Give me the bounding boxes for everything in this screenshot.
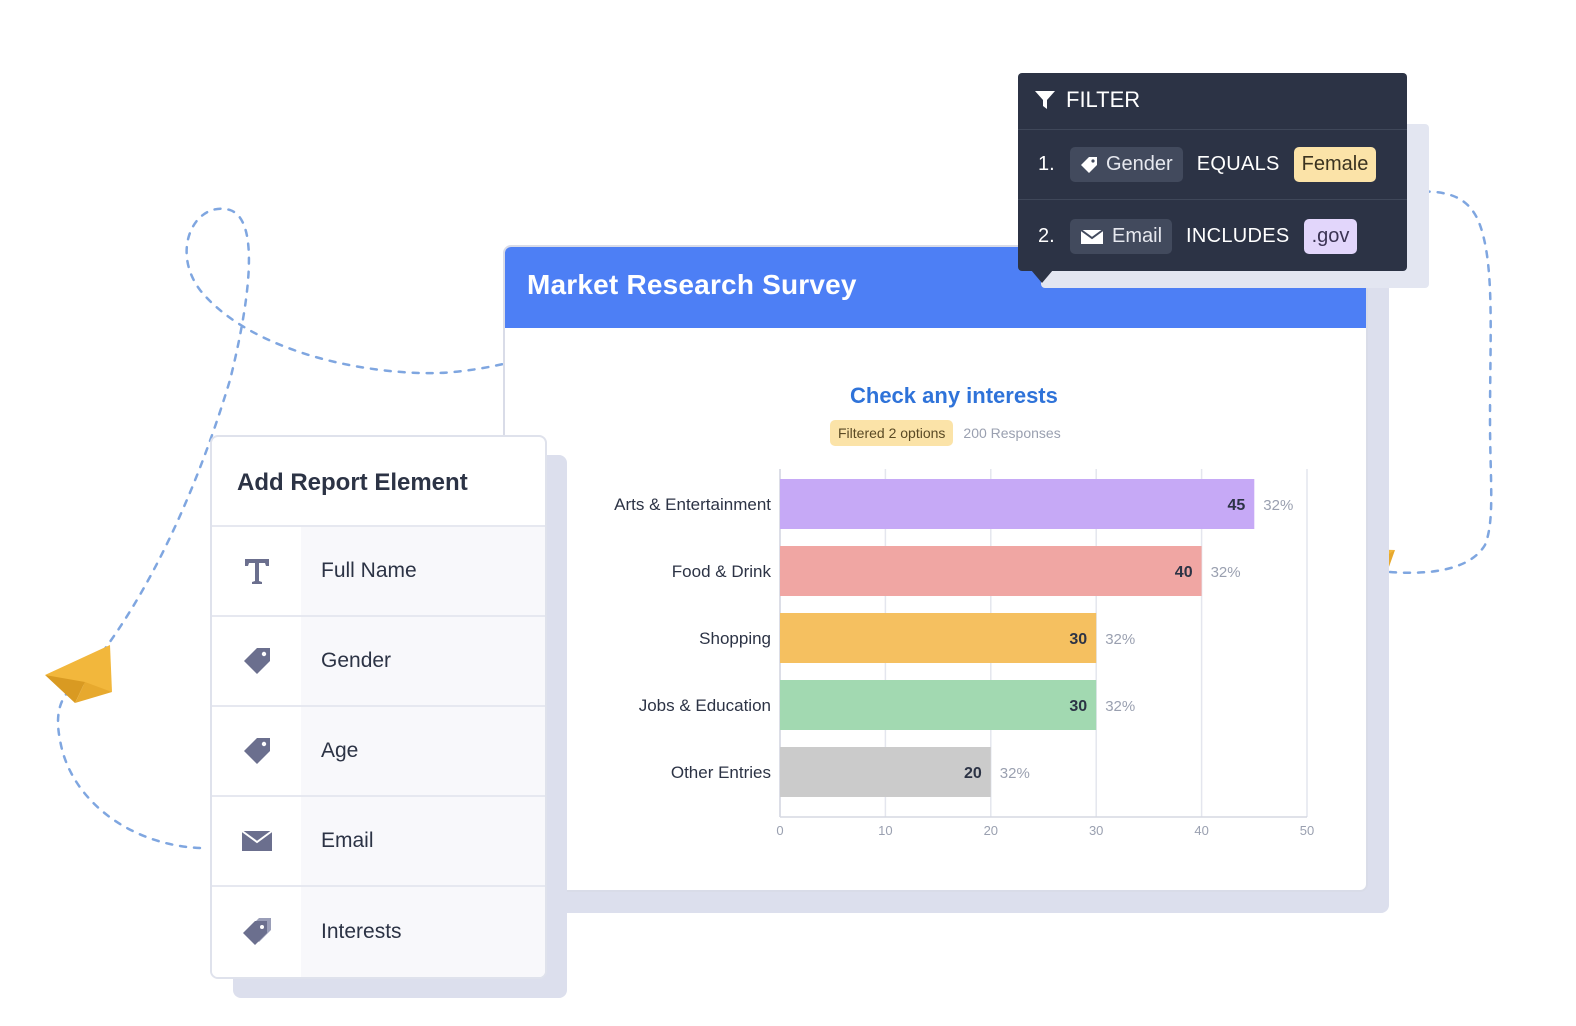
tag-icon: [1081, 156, 1097, 173]
filter-operator[interactable]: INCLUDES: [1186, 225, 1290, 247]
bar: [780, 680, 1097, 730]
x-tick-label: 0: [776, 823, 783, 838]
bar-percent-label: 32%: [1000, 765, 1030, 782]
filter-field-chip[interactable]: Email: [1070, 219, 1173, 254]
filter-panel: FILTER 1. Gender EQUALS Female 2. Email …: [1018, 73, 1407, 271]
filter-title: FILTER: [1066, 87, 1141, 112]
category-label: Food & Drink: [672, 562, 772, 581]
question-title: Check any interests: [850, 383, 1058, 408]
add-report-element-panel: Add Report Element Full Name Gender Age: [210, 435, 547, 979]
filter-field-chip[interactable]: Gender: [1070, 147, 1183, 182]
filter-value[interactable]: .gov: [1303, 219, 1358, 254]
category-label: Other Entries: [671, 763, 771, 782]
filtered-badge[interactable]: Filtered 2 options: [830, 420, 954, 446]
tag-icon: [243, 738, 270, 764]
filter-field-label: Email: [1112, 225, 1163, 247]
bar-value-label: 30: [1069, 631, 1087, 648]
bar: [780, 479, 1255, 529]
text-icon: [244, 559, 269, 584]
report-item-label: Full Name: [301, 527, 545, 615]
report-item-label: Email: [301, 797, 545, 885]
filter-value[interactable]: Female: [1293, 147, 1377, 182]
report-item-interests[interactable]: Interests: [212, 887, 545, 977]
filter-rule-index: 1.: [1038, 153, 1055, 175]
survey-card: Market Research Survey Check any interes…: [503, 245, 1368, 892]
bar-value-label: 45: [1228, 497, 1246, 514]
envelope-icon: [240, 830, 273, 851]
x-tick-label: 40: [1194, 823, 1208, 838]
bar-percent-label: 32%: [1263, 497, 1293, 514]
responses-count: 200 Responses: [963, 425, 1061, 441]
tag-icon: [243, 648, 270, 674]
x-tick-label: 10: [878, 823, 892, 838]
bar: [780, 613, 1097, 663]
filter-rule[interactable]: 1. Gender EQUALS Female: [1018, 129, 1407, 200]
report-item-label: Age: [301, 707, 545, 795]
category-label: Shopping: [699, 629, 771, 648]
report-item-label: Interests: [301, 887, 545, 977]
bar: [780, 747, 991, 797]
report-panel-title: Add Report Element: [212, 437, 545, 527]
x-tick-label: 30: [1089, 823, 1103, 838]
x-tick-label: 50: [1300, 823, 1314, 838]
bar-value-label: 40: [1175, 564, 1193, 581]
tags-icon: [242, 918, 271, 945]
category-label: Arts & Entertainment: [614, 495, 771, 514]
question-meta: Filtered 2 options 200 Responses: [830, 420, 1061, 446]
filter-rule-index: 2.: [1038, 225, 1055, 247]
bar-percent-label: 32%: [1105, 631, 1135, 648]
x-tick-label: 20: [984, 823, 998, 838]
report-item-age[interactable]: Age: [212, 707, 545, 797]
bar-percent-label: 32%: [1105, 698, 1135, 715]
filter-header: FILTER: [1034, 87, 1140, 113]
funnel-icon: [1035, 91, 1055, 109]
category-label: Jobs & Education: [639, 696, 771, 715]
envelope-icon: [1080, 228, 1104, 244]
filter-operator[interactable]: EQUALS: [1196, 153, 1280, 175]
report-item-gender[interactable]: Gender: [212, 617, 545, 707]
report-item-label: Gender: [301, 617, 545, 705]
bar-value-label: 30: [1069, 698, 1087, 715]
report-item-email[interactable]: Email: [212, 797, 545, 887]
bar: [780, 546, 1202, 596]
interests-bar-chart: 0 10 20 30 40 50 Arts & Entertainment 45 32% Food…: [614, 469, 1314, 838]
filter-pointer: [1031, 270, 1053, 283]
report-item-full-name[interactable]: Full Name: [212, 527, 545, 617]
paper-plane-left-icon: [45, 645, 112, 703]
bar-value-label: 20: [964, 765, 982, 782]
survey-title: Market Research Survey: [527, 269, 857, 300]
filter-field-label: Gender: [1106, 153, 1173, 175]
bar-percent-label: 32%: [1211, 564, 1241, 581]
filter-rule[interactable]: 2. Email INCLUDES .gov: [1018, 201, 1407, 272]
